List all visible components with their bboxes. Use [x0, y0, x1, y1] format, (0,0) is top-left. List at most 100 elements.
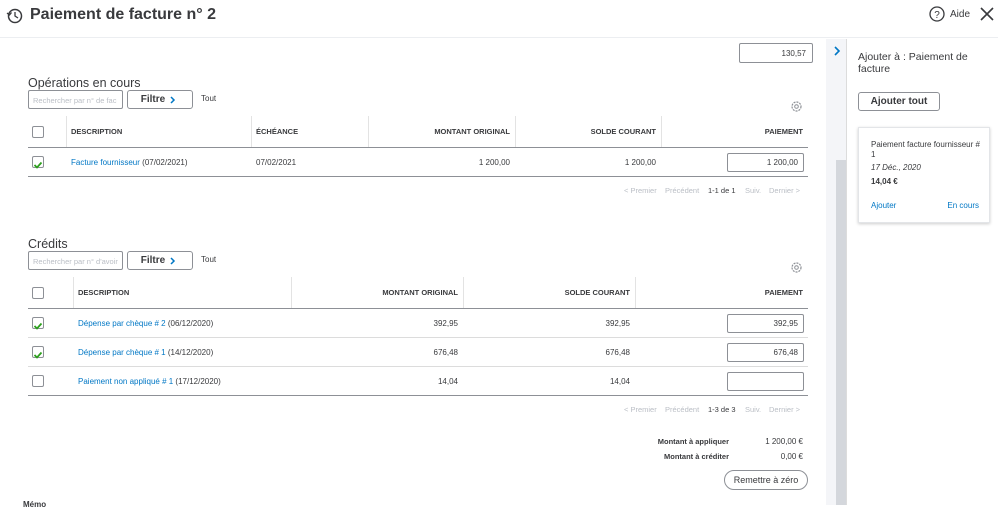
card-status-link[interactable]: En cours — [947, 201, 979, 210]
pagination-next[interactable]: Suiv. — [745, 405, 762, 414]
description-date: (07/02/2021) — [142, 158, 188, 167]
description-date: (17/12/2020) — [175, 377, 221, 386]
row-border — [28, 395, 808, 396]
svg-text:?: ? — [934, 10, 940, 21]
pagination-last[interactable]: Dernier > — [769, 405, 801, 414]
history-icon[interactable] — [6, 7, 24, 25]
column-separator — [73, 277, 74, 308]
pagination-prev[interactable]: Précédent — [665, 186, 700, 195]
balance-cell: 676,48 — [605, 348, 630, 357]
balance-cell: 14,04 — [609, 377, 630, 386]
column-separator — [635, 277, 636, 308]
description-cell: Dépense par chèque # 2 (06/12/2020) — [78, 319, 213, 328]
help-icon[interactable]: ? — [929, 6, 945, 22]
column-header: PAIEMENT — [764, 288, 803, 297]
description-link[interactable]: Facture fournisseur — [71, 158, 140, 167]
filter-label: Filtre — [140, 255, 166, 266]
gear-icon — [791, 101, 802, 112]
column-header: ÉCHÉANCE — [256, 127, 299, 136]
card-title: Paiement facture fournisseur # 1 — [871, 140, 980, 159]
description-cell: Paiement non appliqué # 1 (17/12/2020) — [78, 377, 221, 386]
description-date: (06/12/2020) — [167, 319, 214, 328]
due-cell: 07/02/2021 — [256, 158, 297, 167]
original-cell: 1 200,00 — [478, 158, 510, 167]
apply-label: Montant à appliquer — [657, 437, 729, 446]
row-border — [28, 176, 808, 177]
amount-input[interactable]: 130,57 — [739, 43, 813, 63]
description-link[interactable]: Paiement non appliqué # 1 — [78, 377, 174, 386]
original-cell: 676,48 — [433, 348, 458, 357]
row-checkbox[interactable] — [32, 156, 44, 169]
row-checkbox[interactable] — [32, 287, 44, 299]
filter-all[interactable]: Tout — [201, 94, 217, 103]
payment-input[interactable]: 1 200,00 — [727, 153, 804, 172]
apply-value: 1 200,00 € — [765, 437, 803, 446]
suggestion-card — [858, 127, 990, 223]
row-checkbox[interactable] — [32, 317, 44, 330]
table-header-border — [28, 147, 808, 148]
help-link[interactable]: Aide — [950, 9, 971, 20]
description-link[interactable]: Dépense par chèque # 2 — [78, 319, 166, 328]
row-checkbox[interactable] — [32, 346, 44, 359]
row-border — [28, 366, 808, 367]
pagination-prev[interactable]: Précédent — [665, 405, 700, 414]
collapse-panel[interactable] — [832, 45, 842, 57]
search-input[interactable]: Rechercher par n° de fac — [28, 90, 123, 109]
card-amount: 14,04 € — [871, 177, 898, 186]
credit-value: 0,00 € — [780, 452, 803, 461]
column-header: SOLDE COURANT — [590, 127, 656, 136]
chevron — [170, 95, 176, 104]
row-checkbox[interactable] — [32, 375, 44, 387]
section-title: Crédits — [28, 237, 68, 251]
description-link[interactable]: Dépense par chèque # 1 — [78, 348, 166, 357]
settings-gear[interactable] — [790, 261, 803, 279]
header — [0, 0, 998, 38]
filter-label: Filtre — [140, 94, 166, 105]
checkmark — [33, 161, 43, 169]
column-header: MONTANT ORIGINAL — [434, 127, 510, 136]
search-input[interactable]: Rechercher par n° d'avoir — [28, 251, 123, 270]
add-all-button[interactable]: Ajouter tout — [858, 92, 940, 111]
close-button[interactable] — [979, 6, 995, 22]
settings-gear[interactable] — [790, 100, 803, 118]
filter-button[interactable]: Filtre — [127, 251, 193, 270]
table-header-border — [28, 308, 808, 309]
pagination-last[interactable]: Dernier > — [769, 186, 801, 195]
column-separator — [515, 116, 516, 147]
row-border — [28, 337, 808, 338]
reset-button[interactable]: Remettre à zéro — [724, 470, 808, 490]
column-header: SOLDE COURANT — [564, 288, 630, 297]
column-header: MONTANT ORIGINAL — [382, 288, 458, 297]
payment-input[interactable] — [727, 372, 804, 391]
original-cell: 392,95 — [433, 319, 458, 328]
pagination-first[interactable]: < Premier — [624, 405, 657, 414]
side-panel-title: Ajouter à : Paiement de facture — [858, 51, 968, 75]
row-checkbox[interactable] — [32, 126, 44, 138]
description-cell: Facture fournisseur (07/02/2021) — [71, 158, 188, 167]
column-header: DESCRIPTION — [78, 288, 130, 297]
column-separator — [251, 116, 252, 147]
column-header: DESCRIPTION — [71, 127, 123, 136]
payment-input[interactable]: 392,95 — [727, 314, 804, 333]
column-separator — [291, 277, 292, 308]
page-title: Paiement de facture n° 2 — [30, 6, 217, 23]
chevron — [170, 256, 176, 265]
scroll-thumb[interactable] — [836, 160, 846, 505]
description-cell: Dépense par chèque # 1 (14/12/2020) — [78, 348, 213, 357]
checkmark — [33, 322, 43, 330]
filter-all[interactable]: Tout — [201, 255, 217, 264]
original-cell: 14,04 — [437, 377, 458, 386]
pagination-first[interactable]: < Premier — [624, 186, 657, 195]
payment-input[interactable]: 676,48 — [727, 343, 804, 362]
side-panel — [846, 39, 998, 505]
filter-button[interactable]: Filtre — [127, 90, 193, 109]
gear-icon — [791, 262, 802, 273]
balance-cell: 392,95 — [605, 319, 630, 328]
column-separator — [66, 116, 67, 147]
pagination-next[interactable]: Suiv. — [745, 186, 762, 195]
column-header: PAIEMENT — [764, 127, 803, 136]
card-add-link[interactable]: Ajouter — [871, 201, 897, 210]
pagination-range: 1-3 de 3 — [708, 405, 736, 414]
description-date: (14/12/2020) — [167, 348, 214, 357]
